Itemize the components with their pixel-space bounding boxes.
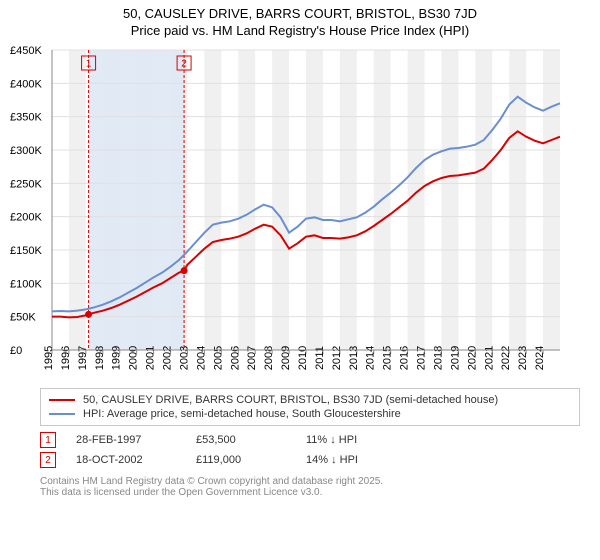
x-tick-label: 2018 — [432, 346, 444, 370]
legend-label: 50, CAUSLEY DRIVE, BARRS COURT, BRISTOL,… — [83, 394, 498, 406]
event-date: 18-OCT-2002 — [76, 454, 176, 466]
event-delta: 14% ↓ HPI — [306, 454, 580, 466]
sale-events-table: 1 28-FEB-1997 £53,500 11% ↓ HPI 2 18-OCT-2002… — [40, 430, 580, 470]
event-id: 1 — [40, 432, 56, 448]
event-price: £119,000 — [196, 454, 286, 466]
chart-container: 50, CAUSLEY DRIVE, BARRS COURT, BRISTOL,… — [0, 0, 600, 498]
x-tick-label: 1996 — [60, 346, 72, 370]
legend-swatch — [49, 399, 75, 401]
x-tick-label: 2000 — [128, 346, 140, 370]
x-tick-label: 1998 — [94, 346, 106, 370]
x-tick-label: 2020 — [466, 346, 478, 370]
x-tick-label: 2013 — [348, 346, 360, 370]
title-line-1: 50, CAUSLEY DRIVE, BARRS COURT, BRISTOL,… — [0, 6, 600, 21]
event-id: 2 — [40, 452, 56, 468]
x-tick-label: 2019 — [449, 346, 461, 370]
x-tick-label: 2003 — [178, 346, 190, 370]
title-line-2: Price paid vs. HM Land Registry's House … — [0, 23, 600, 38]
legend-swatch — [49, 413, 75, 415]
x-tick-label: 2023 — [517, 346, 529, 370]
x-tick-label: 2021 — [483, 346, 495, 370]
legend-label: HPI: Average price, semi-detached house,… — [83, 408, 401, 420]
title-block: 50, CAUSLEY DRIVE, BARRS COURT, BRISTOL,… — [0, 0, 600, 38]
x-tick-label: 2010 — [297, 346, 309, 370]
x-tick-label: 2024 — [534, 346, 546, 370]
y-tick-label: £300K — [10, 145, 42, 157]
footnote-line-2: This data is licensed under the Open Gov… — [40, 487, 580, 498]
y-tick-label: £450K — [10, 45, 42, 57]
legend-row: 50, CAUSLEY DRIVE, BARRS COURT, BRISTOL,… — [49, 393, 571, 407]
y-tick-label: £200K — [10, 212, 42, 224]
event-marker-label: 2 — [181, 59, 187, 70]
y-tick-label: £150K — [10, 245, 42, 257]
x-tick-label: 1999 — [111, 346, 123, 370]
x-tick-label: 2009 — [280, 346, 292, 370]
x-tick-label: 2015 — [382, 346, 394, 370]
legend: 50, CAUSLEY DRIVE, BARRS COURT, BRISTOL,… — [40, 388, 580, 426]
x-tick-label: 2014 — [365, 346, 377, 370]
footnote: Contains HM Land Registry data © Crown c… — [40, 476, 580, 498]
y-tick-label: £250K — [10, 178, 42, 190]
event-price: £53,500 — [196, 434, 286, 446]
x-tick-label: 2017 — [416, 346, 428, 370]
x-tick-label: 2005 — [212, 346, 224, 370]
x-tick-label: 2006 — [229, 346, 241, 370]
x-tick-label: 1995 — [43, 346, 55, 370]
y-tick-label: £350K — [10, 112, 42, 124]
y-tick-label: £400K — [10, 78, 42, 90]
footnote-line-1: Contains HM Land Registry data © Crown c… — [40, 476, 580, 487]
event-marker-label: 1 — [86, 59, 92, 70]
x-tick-label: 2004 — [195, 346, 207, 370]
x-tick-label: 1997 — [77, 346, 89, 370]
x-tick-label: 2008 — [263, 346, 275, 370]
y-tick-label: £100K — [10, 278, 42, 290]
x-tick-label: 2007 — [246, 346, 258, 370]
y-tick-label: £0 — [10, 345, 22, 357]
event-row: 1 28-FEB-1997 £53,500 11% ↓ HPI — [40, 430, 580, 450]
x-tick-label: 2001 — [145, 346, 157, 370]
event-row: 2 18-OCT-2002 £119,000 14% ↓ HPI — [40, 450, 580, 470]
event-date: 28-FEB-1997 — [76, 434, 176, 446]
event-delta: 11% ↓ HPI — [306, 434, 580, 446]
chart-area: £0 £50K £100K £150K £200K £250K £300K £350K £400… — [8, 44, 580, 384]
x-tick-label: 2002 — [162, 346, 174, 370]
x-tick-label: 2016 — [399, 346, 411, 370]
legend-row: HPI: Average price, semi-detached house,… — [49, 407, 571, 421]
line-chart: £0 £50K £100K £150K £200K £250K £300K £350K £400… — [8, 44, 568, 384]
y-tick-label: £50K — [10, 312, 36, 324]
x-tick-label: 2022 — [500, 346, 512, 370]
x-tick-label: 2012 — [331, 346, 343, 370]
